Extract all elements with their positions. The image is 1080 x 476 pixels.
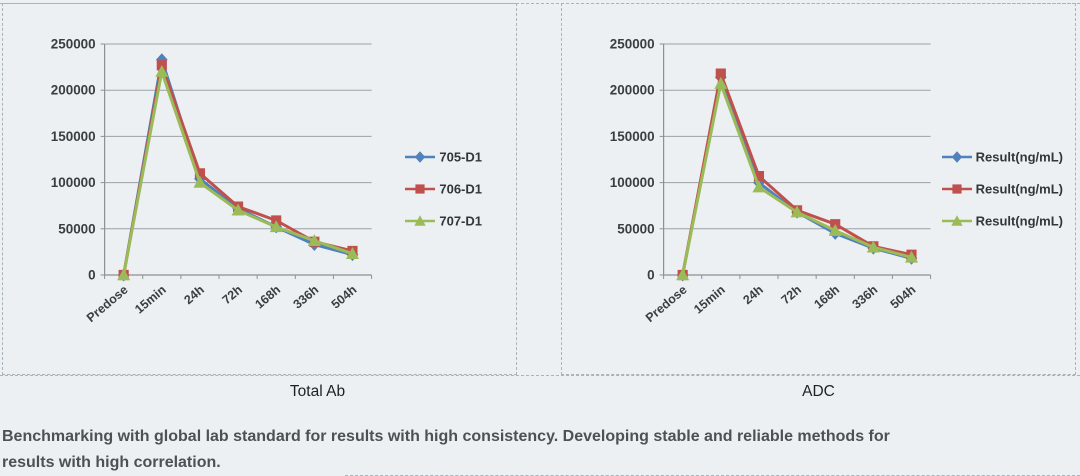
chart-title-total-ab: Total Ab	[289, 383, 346, 400]
line-chart-total-ab: 0 50000 100000 150000 200000 250000 Predose 15m…	[51, 36, 373, 325]
svg-text:24h: 24h	[740, 283, 765, 308]
svg-text:150000: 150000	[610, 129, 655, 144]
svg-text:168h: 168h	[811, 283, 842, 312]
svg-text:200000: 200000	[610, 83, 655, 98]
svg-text:504h: 504h	[329, 283, 360, 312]
caption: Benchmarking with global lab standard fo…	[2, 424, 1080, 476]
svg-text:15min: 15min	[132, 283, 169, 317]
legend-label: Result(ng/mL)	[975, 149, 1063, 165]
legend-label: 706-D1	[439, 181, 482, 197]
triangle-marker-icon	[405, 215, 436, 226]
legend-label: 707-D1	[439, 213, 482, 229]
svg-text:50000: 50000	[617, 221, 654, 236]
svg-text:Predose: Predose	[643, 283, 690, 325]
svg-text:72h: 72h	[779, 283, 804, 308]
svg-text:24h: 24h	[181, 283, 206, 308]
svg-text:100000: 100000	[610, 175, 655, 190]
svg-text:250000: 250000	[610, 36, 655, 51]
series-line	[676, 76, 919, 281]
svg-text:250000: 250000	[51, 36, 96, 51]
legend-item-707-d1: 707-D1	[404, 214, 482, 229]
diamond-marker-icon	[405, 151, 436, 163]
svg-text:504h: 504h	[888, 283, 919, 312]
svg-text:168h: 168h	[252, 283, 283, 312]
chart-panels: 0 50000 100000 150000 200000 250000 Predose 15m…	[2, 3, 1076, 375]
svg-text:72h: 72h	[220, 283, 245, 308]
axes	[663, 44, 932, 279]
legend-total-ab: 705-D1 706-D1 707-D1	[404, 150, 482, 229]
caption-line-1: Benchmarking with global lab standard fo…	[2, 428, 890, 445]
x-axis-labels: Predose 15min 24h 72h 168h 336h 504h	[643, 283, 918, 325]
svg-text:50000: 50000	[58, 221, 95, 236]
svg-text:336h: 336h	[291, 283, 322, 312]
chart-panel-total-ab: 0 50000 100000 150000 200000 250000 Predose 15m…	[2, 3, 517, 375]
caption-line-2: results with high correlation.	[2, 454, 221, 471]
legend-label: 705-D1	[439, 149, 482, 165]
line-chart-adc: 0 50000 100000 150000 200000 250000 Predose 15m…	[610, 36, 932, 325]
y-axis-gridlines-and-labels: 0 50000 100000 150000 200000 250000	[51, 36, 372, 283]
square-marker-icon	[941, 184, 972, 194]
legend-adc: Result(ng/mL) Result(ng/mL) Result(ng/mL)	[941, 150, 1063, 229]
top-dashed-divider	[0, 3, 1080, 4]
svg-text:Predose: Predose	[84, 283, 131, 325]
square-marker-icon	[405, 184, 436, 194]
middle-dashed-divider	[0, 375, 1080, 376]
svg-text:200000: 200000	[51, 83, 96, 98]
legend-item-result-ng-ml: Result(ng/mL)	[941, 214, 1063, 229]
svg-text:0: 0	[647, 267, 654, 282]
series-line	[117, 64, 360, 281]
series-line	[117, 53, 359, 282]
svg-text:100000: 100000	[51, 175, 96, 190]
diamond-marker-icon	[941, 151, 972, 163]
legend-label: Result(ng/mL)	[975, 213, 1063, 229]
chart-title-adc: ADC	[802, 383, 835, 400]
x-axis-labels: Predose 15min 24h 72h 168h 336h 504h	[84, 283, 359, 325]
legend-label: Result(ng/mL)	[975, 181, 1063, 197]
svg-text:0: 0	[88, 267, 95, 282]
chart-titles-row: Total Ab ADC	[2, 383, 1076, 401]
legend-item-result-ng-ml: Result(ng/mL)	[941, 182, 1063, 197]
chart-panel-adc: 0 50000 100000 150000 200000 250000 Predose 15m…	[561, 3, 1076, 375]
svg-text:15min: 15min	[691, 283, 728, 317]
axes	[104, 44, 373, 279]
legend-item-705-d1: 705-D1	[404, 150, 482, 165]
y-axis-gridlines-and-labels: 0 50000 100000 150000 200000 250000	[610, 36, 931, 283]
legend-item-706-d1: 706-D1	[404, 182, 482, 197]
svg-text:336h: 336h	[850, 283, 881, 312]
legend-item-result-ng-ml: Result(ng/mL)	[941, 150, 1063, 165]
svg-text:150000: 150000	[51, 129, 96, 144]
triangle-marker-icon	[941, 215, 972, 226]
